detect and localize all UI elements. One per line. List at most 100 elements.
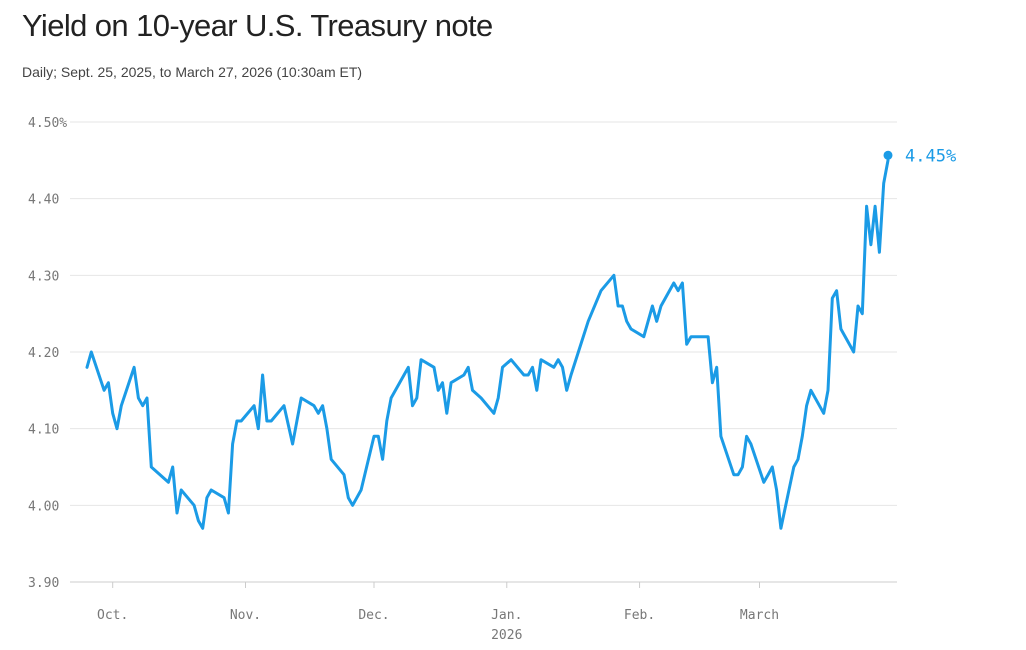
data-point [651,305,654,308]
data-point [171,466,174,469]
data-point [797,458,800,461]
data-point [201,527,204,530]
data-point [835,289,838,292]
data-point [852,351,855,354]
data-point [570,374,573,377]
data-point [690,335,693,338]
data-point [612,274,615,277]
data-point [433,366,436,369]
data-point [865,205,868,208]
data-point [176,512,179,515]
x-axis-ticks: Oct. Nov. Dec. Jan. 2026 Feb. March [97,582,779,643]
data-point [300,397,303,400]
data-point [557,358,560,361]
data-point [801,435,804,438]
data-point [531,366,534,369]
data-point [325,427,328,430]
data-point [775,489,778,492]
data-point [227,512,230,515]
data-point [805,404,808,407]
data-point [330,458,333,461]
data-point [116,427,119,430]
data-point [587,320,590,323]
data-point [86,366,89,369]
data-point [857,305,860,308]
data-point [685,343,688,346]
data-point [283,404,286,407]
data-point [107,381,110,384]
data-point [878,251,881,254]
data-point [827,389,830,392]
data-point [381,458,384,461]
data-point [510,358,513,361]
data-point [839,328,842,331]
data-point [137,397,140,400]
data-point [749,443,752,446]
data-point [552,366,555,369]
data-point [660,305,663,308]
data-point [540,358,543,361]
data-point [377,435,380,438]
series-line-10-year-yield [85,158,890,530]
data-point [150,466,153,469]
chart-title: Yield on 10-year U.S. Treasury note [22,8,493,43]
data-point [745,435,748,438]
data-point [437,389,440,392]
data-point [535,389,538,392]
data-point [223,496,226,499]
data-point [390,397,393,400]
data-point [133,366,136,369]
data-point [480,397,483,400]
data-point [120,404,123,407]
data-point [719,435,722,438]
data-point [343,473,346,476]
data-point [295,420,298,423]
data-point [291,443,294,446]
x-tick-sublabel: 2026 [491,628,522,643]
y-tick-label: 3.90 [28,576,59,591]
x-tick-label: Feb. [624,608,655,623]
data-point [146,397,149,400]
data-point [231,443,234,446]
data-point [103,389,106,392]
data-point [681,282,684,285]
data-point [767,473,770,476]
data-point [471,389,474,392]
data-point [462,374,465,377]
data-point [90,351,93,354]
data-point [527,374,530,377]
data-point [741,466,744,469]
data-point [869,243,872,246]
data-point [831,297,834,300]
y-tick-label: 4.50% [28,116,67,131]
data-point [407,366,410,369]
data-point [240,420,243,423]
data-point [265,420,268,423]
data-point [809,389,812,392]
data-point [441,381,444,384]
y-gridlines [70,121,897,506]
data-point [771,466,774,469]
data-point [565,389,568,392]
data-point [210,489,213,492]
data-point [672,282,675,285]
y-tick-label: 4.30 [28,269,59,284]
series-data-points [86,159,890,530]
data-point [617,305,620,308]
data-point [732,473,735,476]
data-point [180,489,183,492]
data-point [762,481,765,484]
data-point [600,289,603,292]
data-point [822,412,825,415]
data-point [561,366,564,369]
data-point [197,519,200,522]
data-point [167,481,170,484]
data-point [193,504,196,507]
data-point [261,374,264,377]
data-point [373,435,376,438]
data-point [861,312,864,315]
data-point [711,381,714,384]
data-point [655,320,658,323]
data-point [715,366,718,369]
